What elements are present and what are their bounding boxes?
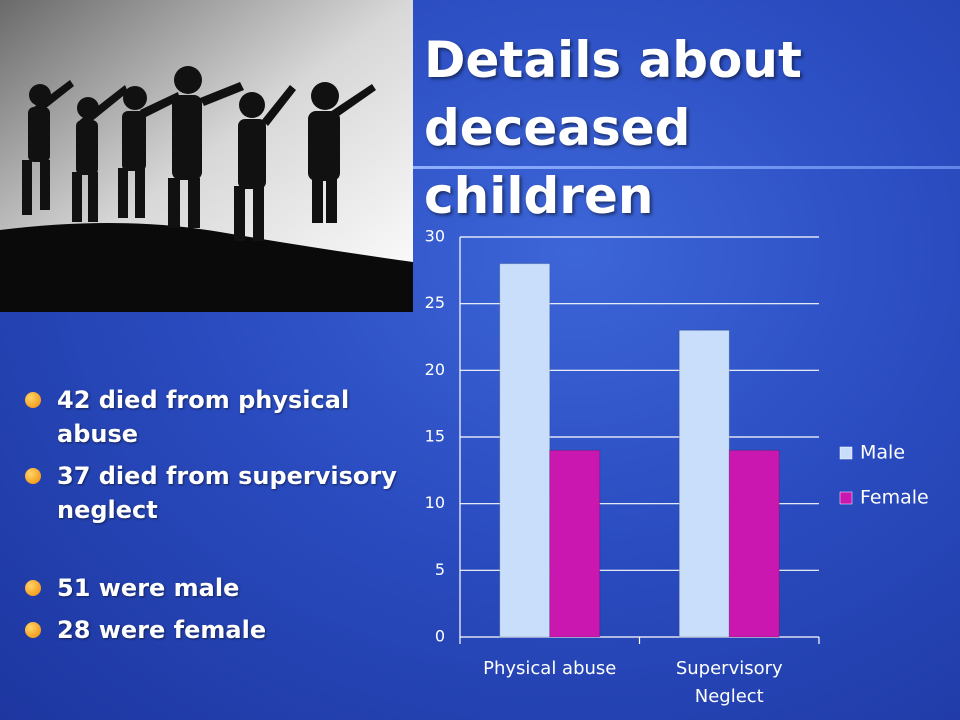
y-tick-label: 25 [425, 293, 445, 312]
bullet: 28 were female [22, 613, 402, 647]
y-tick-label: 0 [435, 627, 445, 646]
bullet-list: 42 died from physical abuse 37 died from … [22, 383, 402, 655]
y-tick-label: 5 [435, 560, 445, 579]
x-tick-label: Supervisory Neglect [675, 658, 783, 707]
bar [549, 449, 601, 638]
legend-label: Female [860, 487, 929, 509]
bar [728, 449, 780, 638]
legend-label: Male [860, 442, 905, 464]
title-rule [413, 166, 960, 169]
photo [0, 0, 413, 312]
bar [499, 263, 551, 638]
bullet: 42 died from physical abuse [22, 383, 402, 451]
bullet: 37 died from supervisory neglect [22, 459, 402, 527]
bullet: 51 were male [22, 571, 402, 605]
y-tick-label: 30 [425, 227, 445, 246]
x-tick-label: Physical abuse [483, 658, 617, 679]
y-tick-label: 20 [425, 360, 445, 379]
y-tick-label: 15 [425, 427, 445, 446]
y-tick-label: 10 [425, 493, 445, 512]
slide-title: Details about deceased children [424, 31, 802, 225]
bar [678, 329, 730, 638]
legend-swatch [839, 491, 853, 505]
legend-swatch [839, 446, 853, 460]
